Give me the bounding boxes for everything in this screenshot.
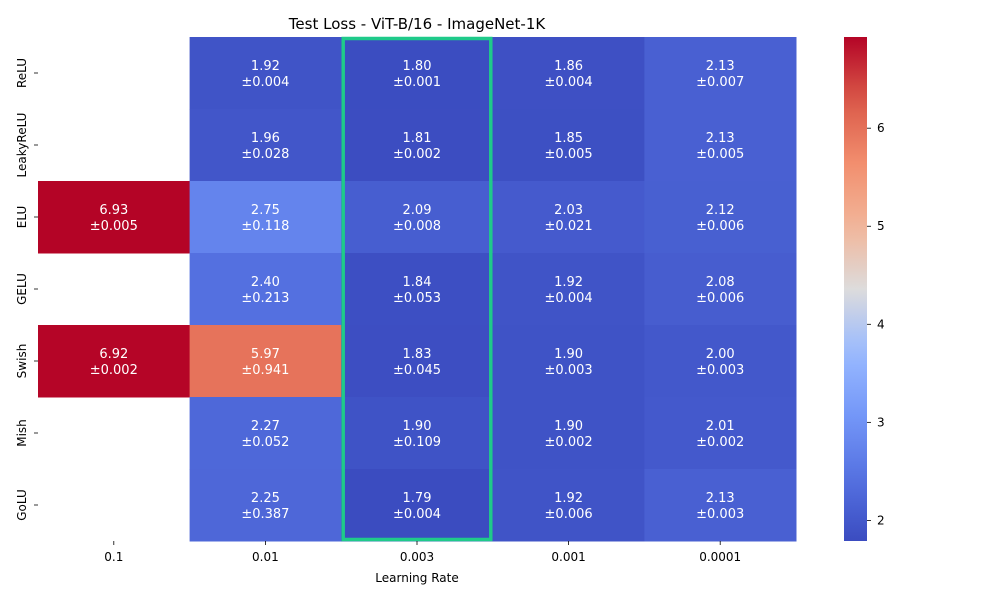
cell-annotations: 1.92 ±0.004 1.80 ±0.001 1.86 ±0.004 2.13 ±0.007…	[90, 59, 745, 522]
heatmap-cell	[189, 325, 342, 398]
y-tick-label: ELU	[15, 206, 29, 228]
cell-annotation: 2.00 ±0.003	[696, 347, 744, 378]
cell-annotation: 5.97 ±0.941	[241, 347, 289, 378]
heatmap-cell	[492, 109, 645, 182]
heatmap-cell	[341, 397, 494, 470]
cell-annotation: 1.84 ±0.053	[393, 275, 441, 306]
y-tick-label: Swish	[15, 344, 29, 379]
heatmap-cell	[492, 397, 645, 470]
x-tick-label: 0.001	[551, 550, 585, 564]
colorbar	[844, 37, 867, 541]
highlight-column-box	[341, 36, 493, 542]
cell-annotation: 1.96 ±0.028	[241, 131, 289, 162]
heatmap-cell	[341, 325, 494, 398]
cell-annotation: 1.92 ±0.004	[545, 275, 593, 306]
heatmap-cell	[189, 109, 342, 182]
y-tick-label: Mish	[15, 419, 29, 447]
heatmap-cell	[341, 181, 494, 254]
colorbar-tick-label: 6	[877, 121, 885, 135]
x-tick-label: 0.003	[400, 550, 434, 564]
y-tick-label: GELU	[15, 273, 29, 305]
cell-annotation: 2.13 ±0.007	[696, 59, 744, 90]
heatmap-cell	[492, 37, 645, 110]
heatmap-cell	[644, 469, 797, 542]
cell-annotation: 2.13 ±0.005	[696, 131, 744, 162]
heatmap-cell	[644, 181, 797, 254]
colorbar-tick-label: 5	[877, 219, 885, 233]
y-tick-label: LeakyReLU	[15, 113, 29, 178]
chart-title: Test Loss - ViT-B/16 - ImageNet-1K	[288, 15, 547, 33]
x-axis-label: Learning Rate	[375, 571, 458, 585]
heatmap-cell	[492, 181, 645, 254]
cell-annotation: 2.03 ±0.021	[545, 203, 593, 234]
cell-annotation: 1.85 ±0.005	[545, 131, 593, 162]
heatmap-cell	[189, 37, 342, 110]
heatmap-cell	[189, 397, 342, 470]
heatmap-cell	[644, 325, 797, 398]
cell-annotation: 1.81 ±0.002	[393, 131, 441, 162]
cell-annotation: 1.83 ±0.045	[393, 347, 441, 378]
cell-annotation: 2.27 ±0.052	[241, 419, 289, 450]
cell-annotation: 2.01 ±0.002	[696, 419, 744, 450]
heatmap-cell	[644, 109, 797, 182]
x-tick-label: 0.1	[104, 550, 123, 564]
heatmap-cell	[189, 253, 342, 326]
heatmap-cell	[644, 253, 797, 326]
heatmap-cells	[38, 37, 797, 542]
colorbar-tick-label: 3	[877, 415, 885, 429]
y-tick-label: ReLU	[15, 58, 29, 88]
heatmap-cell	[38, 181, 191, 254]
x-tick-label: 0.01	[252, 550, 279, 564]
heatmap-cell	[341, 253, 494, 326]
cell-annotation: 1.86 ±0.004	[545, 59, 593, 90]
colorbar-tick-label: 2	[877, 513, 885, 527]
cell-annotation: 2.09 ±0.008	[393, 203, 441, 234]
cell-annotation: 2.12 ±0.006	[696, 203, 744, 234]
heatmap-cell	[341, 109, 494, 182]
y-tick-label: GoLU	[15, 489, 29, 521]
cell-annotation: 1.90 ±0.109	[393, 419, 441, 450]
cell-annotation: 2.25 ±0.387	[241, 491, 289, 522]
heatmap-cell	[189, 469, 342, 542]
colorbar-ticks: 2 3 4 5 6	[867, 121, 885, 527]
heatmap-cell	[189, 181, 342, 254]
colorbar-tick-label: 4	[877, 317, 885, 331]
cell-annotation: 6.93 ±0.005	[90, 203, 138, 234]
heatmap-cell	[492, 325, 645, 398]
y-axis-ticks: ReLU LeakyReLU ELU GELU Swish Mish GoLU	[15, 58, 38, 521]
cell-annotation: 2.75 ±0.118	[241, 203, 289, 234]
cell-annotation: 1.92 ±0.006	[545, 491, 593, 522]
cell-annotation: 1.90 ±0.003	[545, 347, 593, 378]
heatmap-cell	[341, 469, 494, 542]
heatmap-cell	[341, 37, 494, 110]
cell-annotation: 1.90 ±0.002	[545, 419, 593, 450]
x-tick-label: 0.0001	[699, 550, 741, 564]
cell-annotation: 1.80 ±0.001	[393, 59, 441, 90]
x-axis-ticks: 0.1 0.01 0.003 0.001 0.0001	[104, 541, 741, 564]
heatmap-cell	[644, 37, 797, 110]
heatmap-cell	[492, 469, 645, 542]
cell-annotation: 2.40 ±0.213	[241, 275, 289, 306]
cell-annotation: 6.92 ±0.002	[90, 347, 138, 378]
cell-annotation: 1.79 ±0.004	[393, 491, 441, 522]
cell-annotation: 2.08 ±0.006	[696, 275, 744, 306]
cell-annotation: 2.13 ±0.003	[696, 491, 744, 522]
heatmap-cell	[492, 253, 645, 326]
heatmap-cell	[38, 325, 191, 398]
heatmap-cell	[644, 397, 797, 470]
cell-annotation: 1.92 ±0.004	[241, 59, 289, 90]
